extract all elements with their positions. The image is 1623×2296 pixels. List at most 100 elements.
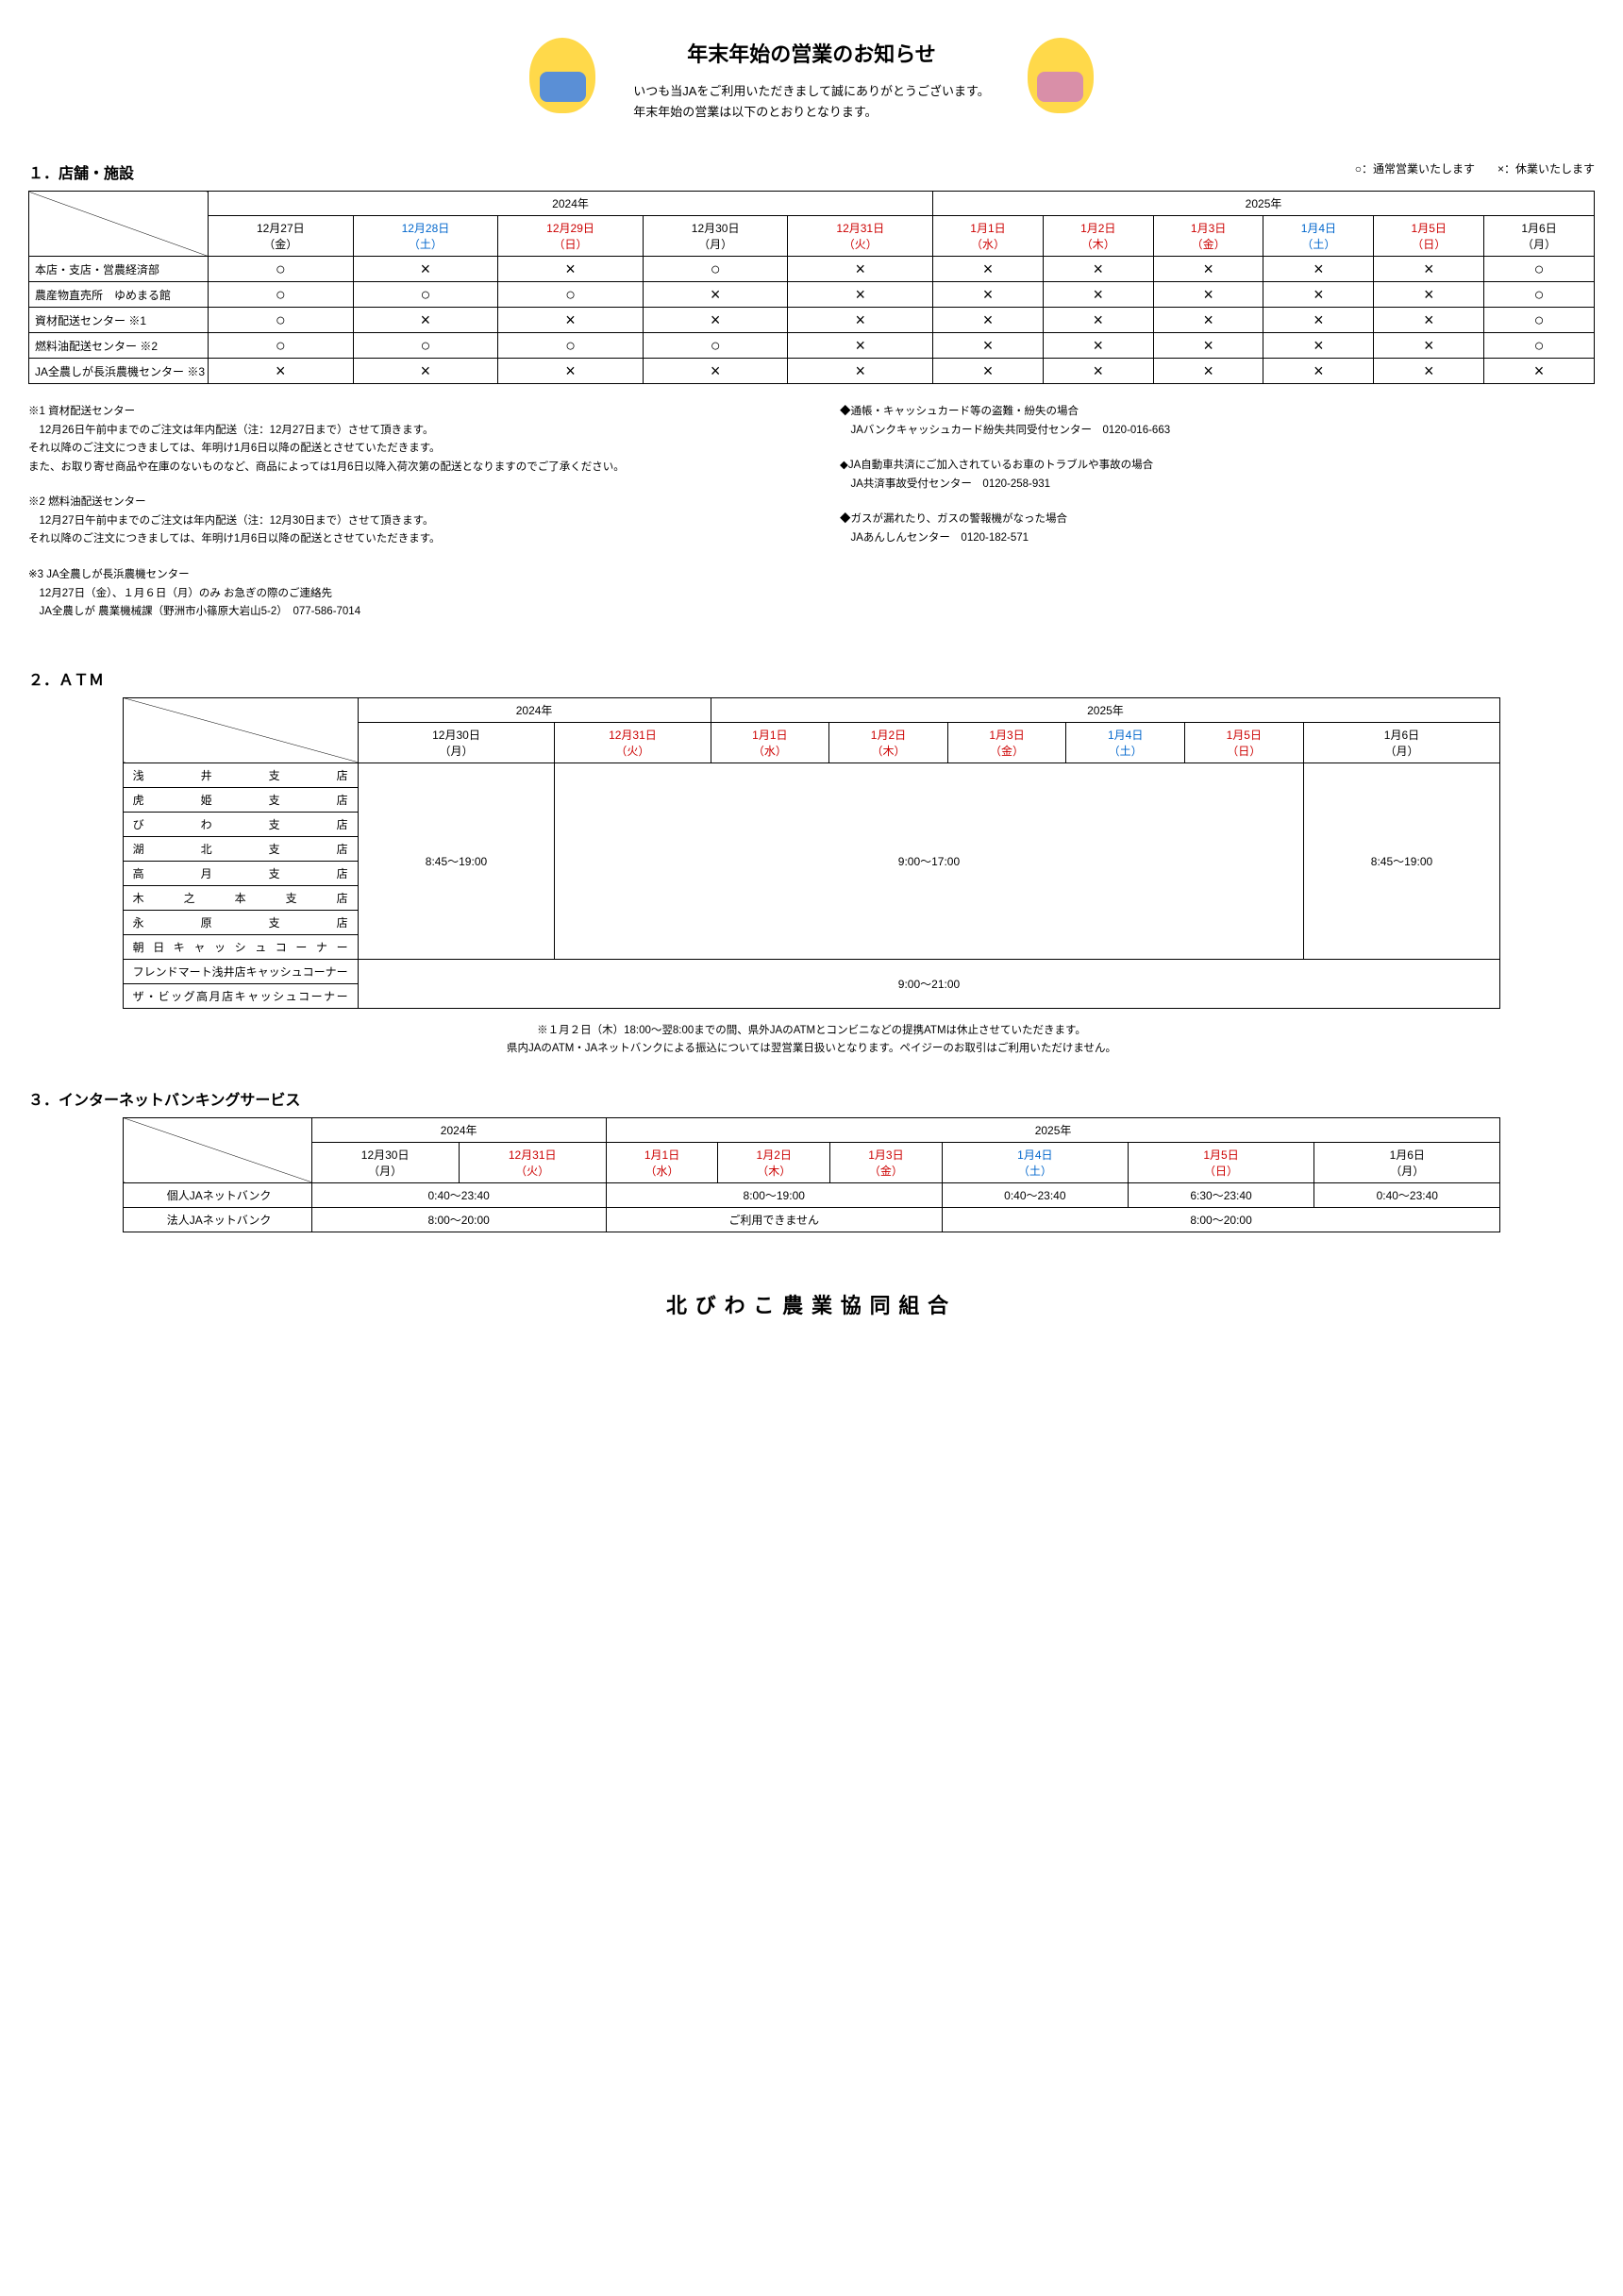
status-mark: × (1263, 257, 1374, 282)
status-mark: ○ (1484, 282, 1595, 308)
status-mark: ○ (209, 308, 354, 333)
status-mark: × (353, 257, 498, 282)
atm-branch-label: 永原支店 (123, 910, 358, 934)
contact-1-a: JAバンクキャッシュカード紛失共同受付センター 0120-016-663 (840, 422, 1595, 441)
status-mark: ○ (643, 257, 788, 282)
contact-1-head: ◆通帳・キャッシュカード等の盗難・紛失の場合 (840, 403, 1595, 422)
status-mark: × (788, 282, 933, 308)
status-mark: ○ (353, 282, 498, 308)
date-header: 1月3日（金） (947, 722, 1066, 763)
status-mark: ○ (643, 333, 788, 359)
status-mark: × (353, 359, 498, 384)
contact-2-a: JA共済事故受付センター 0120-258-931 (840, 476, 1595, 494)
date-header: 12月31日（火） (555, 722, 711, 763)
atm-branch-label: ザ・ビッグ高月店キャッシュコーナー (123, 983, 358, 1008)
atm-branch-label: 高月支店 (123, 861, 358, 885)
row-label: 資材配送センター ※1 (29, 308, 209, 333)
date-header: 1月6日（月） (1303, 722, 1500, 763)
status-mark: × (1043, 359, 1153, 384)
section-1-title: １．店舗・施設 (28, 166, 134, 182)
date-header: 12月28日（土） (353, 216, 498, 257)
note-1-head: ※1 資材配送センター (28, 403, 783, 422)
date-header: 12月30日（月） (358, 722, 555, 763)
atm-time-extra: 9:00～21:00 (358, 959, 1500, 1008)
status-mark: ○ (209, 333, 354, 359)
section-3-heading: ３．インターネットバンキングサービス (28, 1087, 1595, 1110)
table-row: フレンドマート浅井店キャッシュコーナー9:00～21:00 (123, 959, 1500, 983)
status-mark: × (1043, 308, 1153, 333)
table-row: 本店・支店・営農経済部○××○××××××○ (29, 257, 1595, 282)
ib-c-b: ご利用できません (606, 1207, 942, 1232)
atm-time-col2: 9:00～17:00 (555, 763, 1303, 959)
atm-year-2024: 2024年 (358, 697, 711, 722)
row-label: 燃料油配送センター ※2 (29, 333, 209, 359)
ib-p-e: 0:40～23:40 (1314, 1182, 1500, 1207)
date-header: 1月1日（水） (606, 1142, 718, 1182)
row-label: 本店・支店・営農経済部 (29, 257, 209, 282)
stores-table: 2024年 2025年 12月27日（金）12月28日（土）12月29日（日）1… (28, 191, 1595, 384)
note-2-head: ※2 燃料油配送センター (28, 494, 783, 512)
note-1-c: また、お取り寄せ商品や在庫のないものなど、商品によっては1月6日以降入荷次第の配… (28, 459, 783, 478)
status-mark: × (643, 282, 788, 308)
note-2-b: それ以降のご注文につきましては、年明け1月6日以降の配送とさせていただきます。 (28, 530, 783, 549)
status-mark: × (643, 359, 788, 384)
date-header: 1月2日（木） (718, 1142, 830, 1182)
status-mark: × (643, 308, 788, 333)
status-mark: ○ (209, 282, 354, 308)
header-block: 年末年始の営業のお知らせ いつも当JAをご利用いただきまして誠にありがとうござい… (28, 38, 1595, 123)
year-2024: 2024年 (209, 192, 933, 216)
ib-c-c: 8:00～20:00 (942, 1207, 1500, 1232)
row-label: JA全農しが長浜農機センター ※3 (29, 359, 209, 384)
status-mark: × (1374, 333, 1484, 359)
status-mark: ○ (1484, 257, 1595, 282)
status-mark: × (933, 282, 1044, 308)
ib-p-a: 0:40～23:40 (311, 1182, 606, 1207)
status-mark: ○ (1484, 308, 1595, 333)
table-row: 浅井支店8:45～19:009:00～17:008:45～19:00 (123, 763, 1500, 787)
status-mark: × (1484, 359, 1595, 384)
status-mark: × (1153, 333, 1263, 359)
date-header: 12月31日（火） (788, 216, 933, 257)
note-3-b: JA全農しが 農業機械課（野洲市小篠原大岩山5-2） 077-586-7014 (28, 603, 783, 622)
status-mark: × (788, 359, 933, 384)
row-label: 農産物直売所 ゆめまる館 (29, 282, 209, 308)
note-2-a: 12月27日午前中までのご注文は年内配送（注：12月30日まで）させて頂きます。 (28, 512, 783, 531)
intro-line-2: 年末年始の営業は以下のとおりとなります。 (633, 102, 989, 123)
atm-branch-label: びわ支店 (123, 812, 358, 836)
note-3-head: ※3 JA全農しが長浜農機センター (28, 566, 783, 585)
date-header: 1月5日（日） (1374, 216, 1484, 257)
status-mark: × (1263, 308, 1374, 333)
status-mark: × (1153, 282, 1263, 308)
section-2-heading: ２．ＡＴＭ (28, 667, 1595, 690)
atm-table: 2024年 2025年 12月30日（月）12月31日（火）1月1日（水）1月2… (123, 697, 1501, 1009)
date-header: 1月2日（木） (1043, 216, 1153, 257)
ib-row-corp-label: 法人JAネットバンク (123, 1207, 311, 1232)
status-mark: × (1043, 333, 1153, 359)
status-mark: × (933, 308, 1044, 333)
status-mark: × (1153, 257, 1263, 282)
status-mark: × (1374, 308, 1484, 333)
ib-p-c: 0:40～23:40 (942, 1182, 1128, 1207)
status-mark: ○ (353, 333, 498, 359)
ib-c-a: 8:00～20:00 (311, 1207, 606, 1232)
status-mark: × (1153, 308, 1263, 333)
status-mark: × (1263, 333, 1374, 359)
mascot-left-icon (529, 38, 595, 113)
status-mark: × (1263, 282, 1374, 308)
atm-time-col1: 8:45～19:00 (358, 763, 555, 959)
status-mark: × (1153, 359, 1263, 384)
table-row: JA全農しが長浜農機センター ※3××××××××××× (29, 359, 1595, 384)
date-header: 12月31日（火） (459, 1142, 606, 1182)
date-header: 1月1日（水） (933, 216, 1044, 257)
status-mark: × (788, 257, 933, 282)
contact-3-a: JAあんしんセンター 0120-182-571 (840, 529, 1595, 548)
status-mark: ○ (498, 282, 644, 308)
status-mark: ○ (498, 333, 644, 359)
table-row: 資材配送センター ※1○×××××××××○ (29, 308, 1595, 333)
atm-branch-label: 虎姫支店 (123, 787, 358, 812)
ib-year-2024: 2024年 (311, 1117, 606, 1142)
page-title: 年末年始の営業のお知らせ (633, 38, 989, 68)
mascot-right-icon (1028, 38, 1094, 113)
date-header: 12月27日（金） (209, 216, 354, 257)
atm-notes: ※１月２日（木）18:00～翌8:00までの間、県外JAのATMとコンビニなどの… (28, 1022, 1595, 1059)
